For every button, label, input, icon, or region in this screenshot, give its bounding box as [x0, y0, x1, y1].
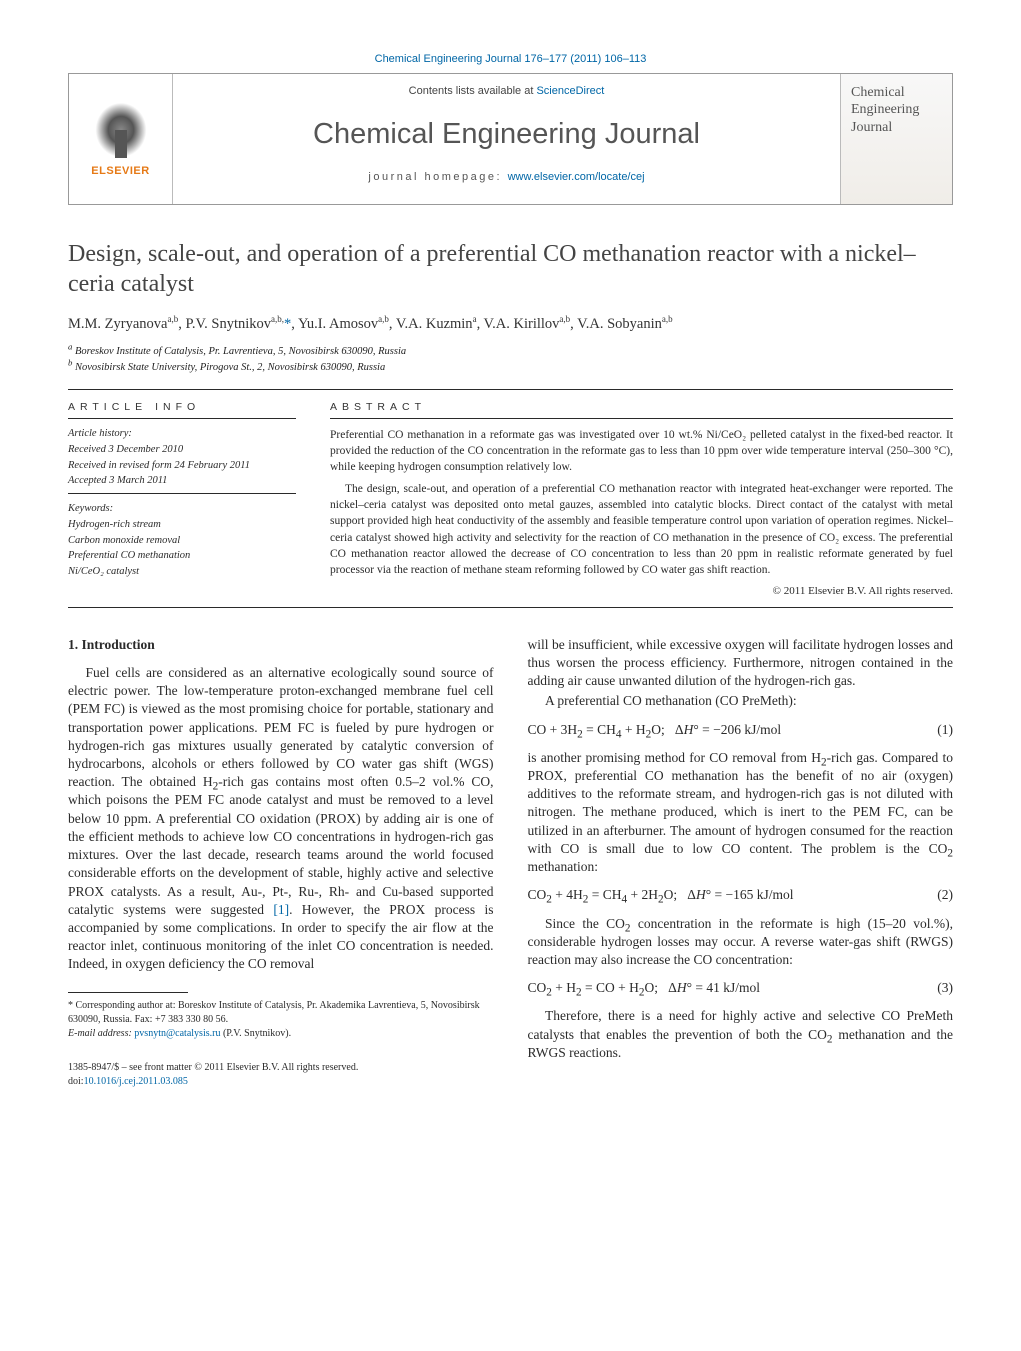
- page-footer: 1385-8947/$ – see front matter © 2011 El…: [68, 1061, 494, 1089]
- doi-line: doi:10.1016/j.cej.2011.03.085: [68, 1075, 494, 1089]
- col2-para3: is another promising method for CO remov…: [528, 749, 954, 877]
- equation-3: CO2 + H2 = CO + H2O; ΔH° = 41 kJ/mol (3): [528, 979, 954, 997]
- homepage-label: journal homepage:: [368, 171, 507, 183]
- eq3-body: CO2 + H2 = CO + H2O; ΔH° = 41 kJ/mol: [528, 979, 760, 997]
- article-title: Design, scale-out, and operation of a pr…: [68, 239, 953, 299]
- equation-2: CO2 + 4H2 = CH4 + 2H2O; ΔH° = −165 kJ/mo…: [528, 886, 954, 904]
- corresponding-star[interactable]: *: [284, 316, 291, 332]
- journal-cover: Chemical Engineering Journal: [840, 74, 952, 204]
- sciencedirect-link[interactable]: ScienceDirect: [536, 85, 604, 97]
- abstract-heading: ABSTRACT: [330, 400, 953, 414]
- authors: M.M. Zyryanovaa,b, P.V. Snytnikova,b,*, …: [68, 315, 953, 335]
- keywords-label: Keywords:: [68, 501, 296, 517]
- equation-1: CO + 3H2 = CH4 + H2O; ΔH° = −206 kJ/mol …: [528, 721, 954, 739]
- corr-email-link[interactable]: pvsnytn@catalysis.ru: [134, 1028, 220, 1039]
- email-label: E-mail address:: [68, 1028, 134, 1039]
- keyword-4: Ni/CeO₂ catalyst: [68, 564, 296, 580]
- keyword-2: Carbon monoxide removal: [68, 533, 296, 549]
- rule-abstract: [330, 418, 953, 419]
- homepage-line: journal homepage: www.elsevier.com/locat…: [181, 170, 832, 185]
- affiliation-a: a Boreskov Institute of Catalysis, Pr. L…: [68, 344, 953, 359]
- elsevier-tree-icon: [91, 98, 151, 162]
- history-received: Received 3 December 2010: [68, 442, 296, 458]
- masthead-center: Contents lists available at ScienceDirec…: [173, 74, 840, 204]
- col2-para2: A preferential CO methanation (CO PreMet…: [528, 692, 954, 710]
- doi-label: doi:: [68, 1076, 84, 1087]
- col2-para5: Therefore, there is a need for highly ac…: [528, 1007, 954, 1062]
- article-history: Article history: Received 3 December 201…: [68, 426, 296, 489]
- history-label: Article history:: [68, 426, 296, 442]
- email-line: E-mail address: pvsnytn@catalysis.ru (P.…: [68, 1027, 494, 1041]
- col2-lead: will be insufficient, while excessive ox…: [528, 636, 954, 691]
- keyword-1: Hydrogen-rich stream: [68, 517, 296, 533]
- history-accepted: Accepted 3 March 2011: [68, 473, 296, 489]
- intro-heading: 1. Introduction: [68, 636, 494, 654]
- rule-bottom: [68, 607, 953, 608]
- sciencedirect-line: Contents lists available at ScienceDirec…: [181, 84, 832, 99]
- affiliation-b: b Novosibirsk State University, Pirogova…: [68, 360, 953, 375]
- eq2-body: CO2 + 4H2 = CH4 + 2H2O; ΔH° = −165 kJ/mo…: [528, 886, 794, 904]
- rule-info-1: [68, 418, 296, 419]
- affiliations: a Boreskov Institute of Catalysis, Pr. L…: [68, 344, 953, 374]
- ref-1-link[interactable]: [1]: [273, 902, 289, 917]
- doi-link[interactable]: 10.1016/j.cej.2011.03.085: [84, 1076, 188, 1087]
- abstract-text: Preferential CO methanation in a reforma…: [330, 427, 953, 578]
- corr-text: * Corresponding author at: Boreskov Inst…: [68, 999, 494, 1027]
- sd-prefix: Contents lists available at: [409, 85, 537, 97]
- rule-info-2: [68, 493, 296, 494]
- intro-para-1: Fuel cells are considered as an alternat…: [68, 664, 494, 974]
- journal-title: Chemical Engineering Journal: [181, 115, 832, 154]
- masthead: ELSEVIER Contents lists available at Sci…: [68, 73, 953, 205]
- col2-para4: Since the CO2 concentration in the refor…: [528, 915, 954, 970]
- eq2-number: (2): [937, 886, 953, 904]
- eq1-body: CO + 3H2 = CH4 + H2O; ΔH° = −206 kJ/mol: [528, 721, 782, 739]
- eq1-number: (1): [937, 721, 953, 739]
- keyword-3: Preferential CO methanation: [68, 548, 296, 564]
- footnote-rule: [68, 992, 188, 993]
- email-paren: (P.V. Snytnikov).: [220, 1028, 291, 1039]
- journal-ref: Chemical Engineering Journal 176–177 (20…: [68, 52, 953, 67]
- keywords-block: Keywords: Hydrogen-rich stream Carbon mo…: [68, 501, 296, 580]
- article-info-heading: ARTICLE INFO: [68, 400, 296, 414]
- eq3-number: (3): [937, 979, 953, 997]
- body-columns: 1. Introduction Fuel cells are considere…: [68, 636, 953, 1089]
- corresponding-footnote: * Corresponding author at: Boreskov Inst…: [68, 999, 494, 1041]
- column-left: 1. Introduction Fuel cells are considere…: [68, 636, 494, 1089]
- publisher-logo: ELSEVIER: [69, 74, 173, 204]
- article-info-pane: ARTICLE INFO Article history: Received 3…: [68, 400, 296, 599]
- abstract-para-1: Preferential CO methanation in a reforma…: [330, 427, 953, 475]
- issn-line: 1385-8947/$ – see front matter © 2011 El…: [68, 1061, 494, 1075]
- publisher-name: ELSEVIER: [91, 164, 149, 179]
- history-revised: Received in revised form 24 February 201…: [68, 458, 296, 474]
- abstract-para-2: The design, scale-out, and operation of …: [330, 481, 953, 578]
- copyright: © 2011 Elsevier B.V. All rights reserved…: [330, 584, 953, 599]
- abstract-pane: ABSTRACT Preferential CO methanation in …: [330, 400, 953, 599]
- rule-top: [68, 389, 953, 390]
- homepage-link[interactable]: www.elsevier.com/locate/cej: [508, 171, 645, 183]
- column-right: will be insufficient, while excessive ox…: [528, 636, 954, 1089]
